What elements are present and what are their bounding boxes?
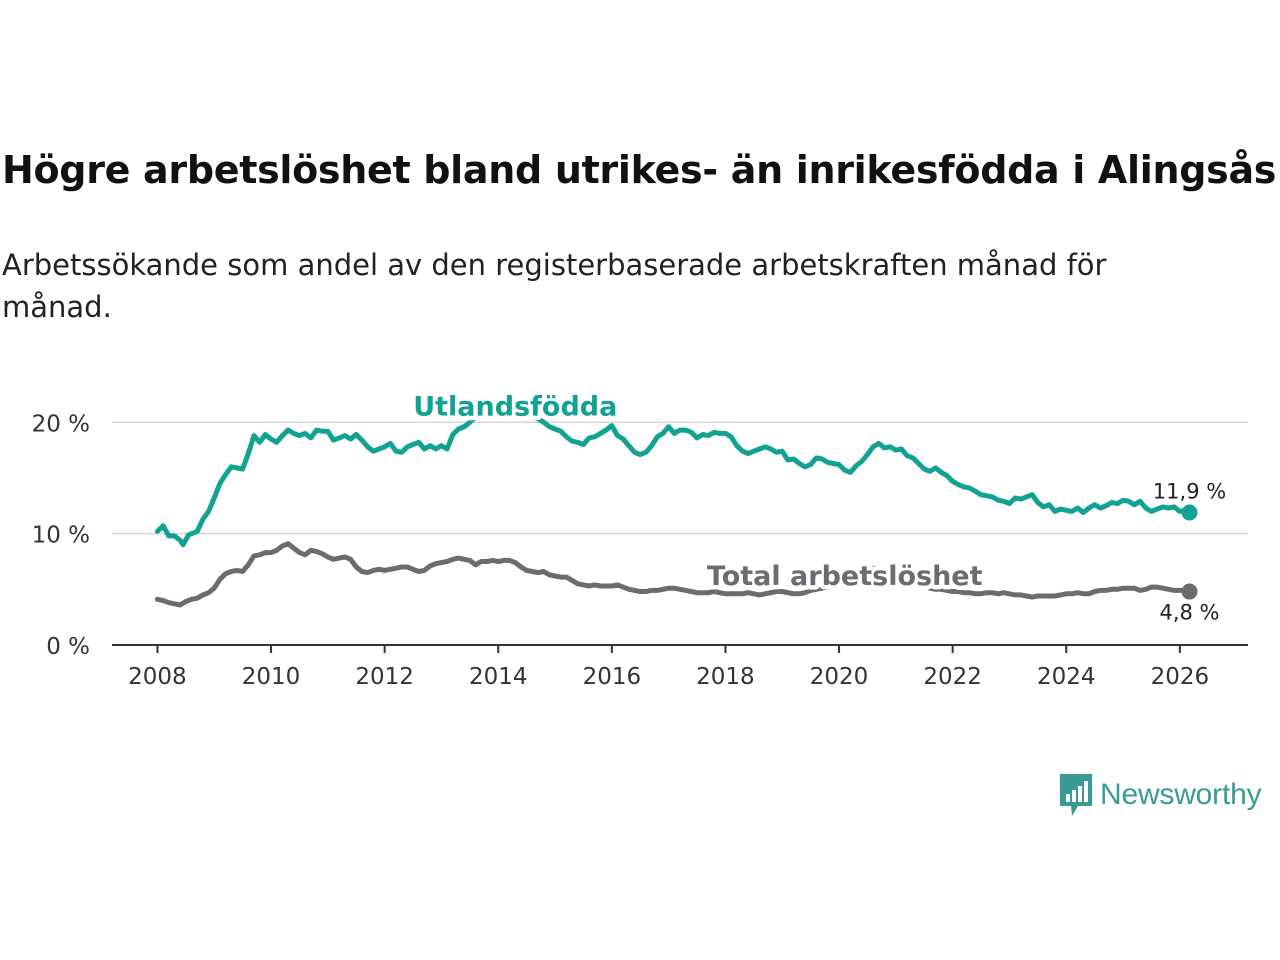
x-axis: 2008 2010 2012 2014 2016 2018 2020 2022 2024 2026 bbox=[112, 644, 1248, 690]
newsworthy-logo-icon bbox=[1060, 774, 1092, 816]
chart-subtitle: Arbetssökande som andel av den registerb… bbox=[2, 248, 1107, 324]
end-value-label-utlandsf-dda: 11,9 % bbox=[1153, 479, 1226, 503]
x-tick-label: 2012 bbox=[355, 664, 414, 690]
x-tick-label: 2022 bbox=[923, 664, 982, 690]
x-tick-label: 2010 bbox=[242, 664, 301, 690]
end-value-label-total-arbetsl-shet: 4,8 % bbox=[1159, 601, 1219, 625]
series-labels: 11,9 % 4,8 % Utlandsfödda Total arbetslöshe… bbox=[409, 387, 1226, 625]
newsworthy-logo-text: Newsworthy bbox=[1100, 778, 1262, 811]
chart-title: Högre arbetslöshet bland utrikes- än inr… bbox=[2, 148, 1277, 192]
series-lines bbox=[154, 408, 1198, 608]
end-point-utlandsf-dda bbox=[1181, 504, 1198, 521]
series-label-total-arbetsl-shet: Total arbetslöshet bbox=[707, 561, 983, 592]
newsworthy-logo: Newsworthy bbox=[1058, 772, 1262, 818]
series-label-utlandsf-dda: Utlandsfödda bbox=[413, 392, 617, 423]
x-tick-label: 2024 bbox=[1037, 664, 1096, 690]
x-tick-label: 2014 bbox=[469, 664, 528, 690]
x-tick-label: 2016 bbox=[583, 664, 642, 690]
end-point-total-arbetsl-shet bbox=[1181, 583, 1198, 600]
y-tick-label: 20 % bbox=[32, 411, 90, 437]
x-tick-label: 2020 bbox=[810, 664, 869, 690]
gridlines bbox=[112, 421, 1248, 535]
x-tick-label: 2008 bbox=[128, 664, 187, 690]
x-tick-label: 2018 bbox=[696, 664, 755, 690]
y-axis-ticks: 0 % 10 % 20 % bbox=[32, 411, 90, 660]
series-line-total-arbetsl-shet bbox=[154, 541, 1192, 608]
line-chart: 0 % 10 % 20 % 2008 2010 2012 2014 2016 2018 2020… bbox=[32, 387, 1248, 690]
series-line-utlandsf-dda bbox=[154, 408, 1192, 548]
x-tick-label: 2026 bbox=[1151, 664, 1210, 690]
y-tick-label: 10 % bbox=[32, 523, 90, 549]
y-tick-label: 0 % bbox=[46, 634, 90, 660]
